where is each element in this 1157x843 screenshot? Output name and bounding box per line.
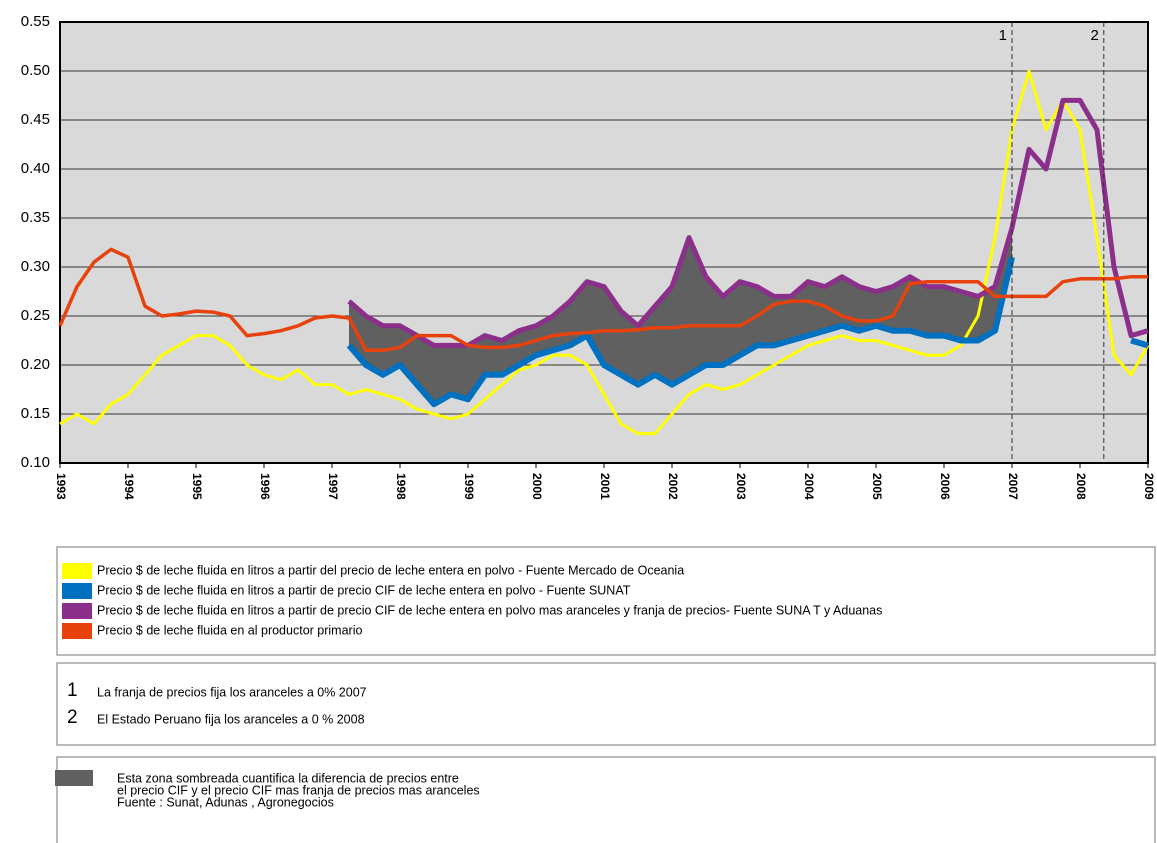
note-text: La franja de precios fija los aranceles … (97, 685, 367, 699)
marker-label: 1 (999, 27, 1007, 44)
notes-box (56, 662, 1156, 746)
legend-label: Precio $ de leche fluida en litros a par… (97, 563, 684, 577)
x-tick-label: 2004 (802, 473, 816, 500)
series-line (346, 256, 1149, 408)
x-tick-label: 1994 (122, 473, 136, 500)
legend-swatch (62, 583, 92, 599)
note-text: El Estado Peruano fija los aranceles a 0… (97, 712, 365, 726)
shade-note-text: Fuente : Sunat, Adunas , Agronegocios (117, 795, 334, 809)
y-tick-label: 0.35 (21, 209, 50, 226)
x-tick-label: 1997 (326, 473, 340, 500)
shade-note-box (56, 756, 1156, 843)
x-tick-label: 2008 (1074, 473, 1088, 500)
y-tick-label: 0.40 (21, 160, 50, 177)
series-line (58, 247, 1148, 353)
plot-area (59, 21, 1149, 464)
x-tick-label: 1995 (190, 473, 204, 500)
marker-label: 2 (1090, 27, 1098, 44)
x-tick-label: 2002 (666, 473, 680, 500)
series-line (347, 97, 1149, 348)
series-line (59, 69, 1150, 436)
shade-note-text: el precio CIF y el precio CIF mas franja… (117, 783, 480, 797)
x-tick-label: 2001 (598, 473, 612, 500)
y-tick-label: 0.55 (21, 13, 50, 30)
note-number: 1 (67, 680, 78, 701)
legend-label: Precio $ de leche fluida en al productor… (97, 623, 362, 637)
legend-swatch (62, 603, 92, 619)
x-tick-label: 2007 (1006, 473, 1020, 500)
price-gap-area (349, 227, 1012, 405)
x-tick-label: 1993 (54, 473, 68, 500)
legend-label: Precio $ de leche fluida en litros a par… (97, 583, 631, 597)
x-tick-label: 2006 (938, 473, 952, 500)
x-tick-label: 2000 (530, 473, 544, 500)
x-tick-label: 2003 (734, 473, 748, 500)
legend-box (56, 546, 1156, 656)
shade-swatch (55, 770, 93, 786)
y-tick-label: 0.50 (21, 62, 50, 79)
y-tick-label: 0.30 (21, 258, 50, 275)
x-tick-label: 2009 (1142, 473, 1156, 500)
plot-layer (58, 21, 1150, 464)
y-tick-label: 0.10 (21, 454, 50, 471)
legend-swatch (62, 623, 92, 639)
legend-label: Precio $ de leche fluida en litros a par… (97, 603, 882, 617)
note-number: 2 (67, 707, 78, 728)
y-tick-label: 0.20 (21, 356, 50, 373)
x-tick-label: 1998 (394, 473, 408, 500)
y-tick-label: 0.45 (21, 111, 50, 128)
x-tick-label: 1996 (258, 473, 272, 500)
x-tick-label: 1999 (462, 473, 476, 500)
y-tick-label: 0.15 (21, 405, 50, 422)
legend-swatch (62, 563, 92, 579)
shade-note-text: Esta zona sombreada cuantifica la difere… (117, 771, 459, 785)
y-tick-label: 0.25 (21, 307, 50, 324)
x-tick-label: 2005 (870, 473, 884, 500)
